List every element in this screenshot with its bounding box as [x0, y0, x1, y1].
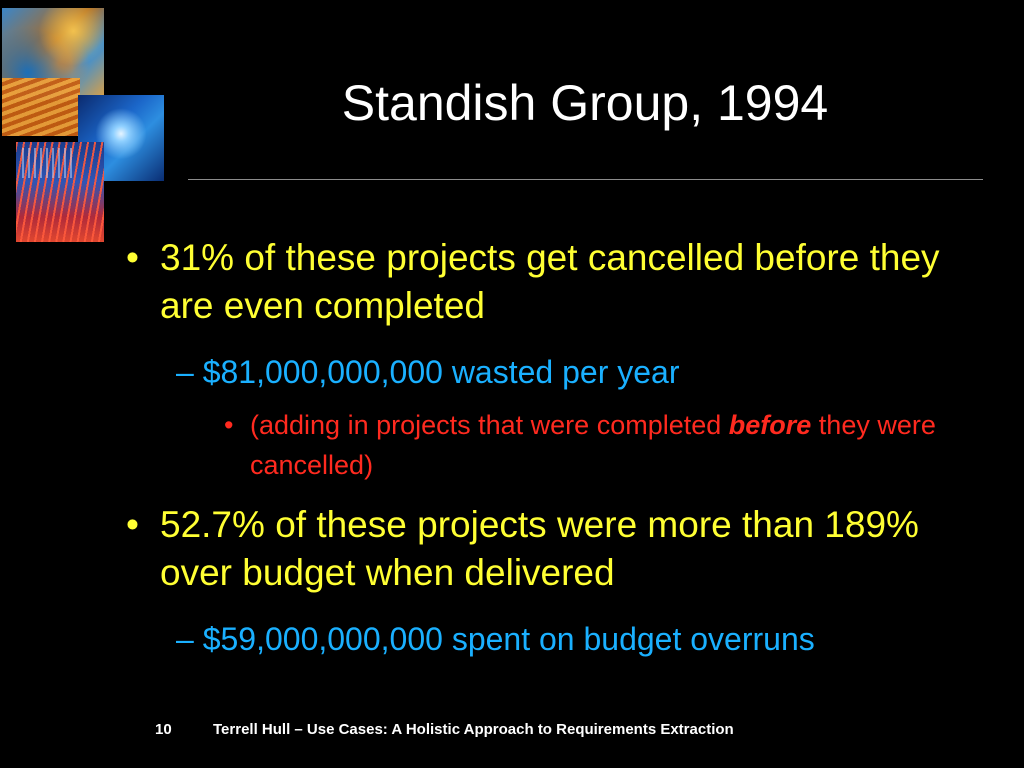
- bullet-level2: – $81,000,000,000 wasted per year: [176, 352, 679, 392]
- title-divider: [188, 179, 983, 180]
- slide-body: • 31% of these projects get cancelled be…: [126, 234, 1000, 659]
- bullet-text-part: (adding in projects that were completed: [250, 410, 729, 440]
- bullet-text: 31% of these projects get cancelled befo…: [160, 237, 940, 326]
- bullet-text-part: they were cancelled): [250, 410, 936, 480]
- bullet-level3: • (adding in projects that were complete…: [224, 405, 980, 485]
- bullet-level1: • 31% of these projects get cancelled be…: [126, 234, 1000, 330]
- bullet-marker: •: [126, 504, 139, 545]
- bullet-level2: – $59,000,000,000 spent on budget overru…: [176, 619, 815, 659]
- bullet-level1: • 52.7% of these projects were more than…: [126, 501, 1000, 597]
- dash-marker: –: [176, 621, 194, 657]
- bullet-marker: •: [224, 410, 234, 440]
- page-number: 10: [155, 721, 172, 738]
- footer-text: Terrell Hull – Use Cases: A Holistic App…: [213, 721, 734, 738]
- collage-tile: [16, 142, 104, 242]
- bullet-text: $81,000,000,000 wasted per year: [202, 354, 680, 390]
- collage-texture: [22, 148, 72, 178]
- emphasis-text: before: [728, 410, 812, 440]
- dash-marker: –: [176, 354, 194, 390]
- collage-tile: [2, 78, 80, 136]
- decorative-collage-image: [0, 0, 170, 245]
- bullet-text: 52.7% of these projects were more than 1…: [160, 504, 919, 593]
- slide-title: Standish Group, 1994: [341, 75, 829, 131]
- bullet-text: $59,000,000,000 spent on budget overruns: [202, 621, 815, 657]
- bullet-marker: •: [126, 237, 139, 278]
